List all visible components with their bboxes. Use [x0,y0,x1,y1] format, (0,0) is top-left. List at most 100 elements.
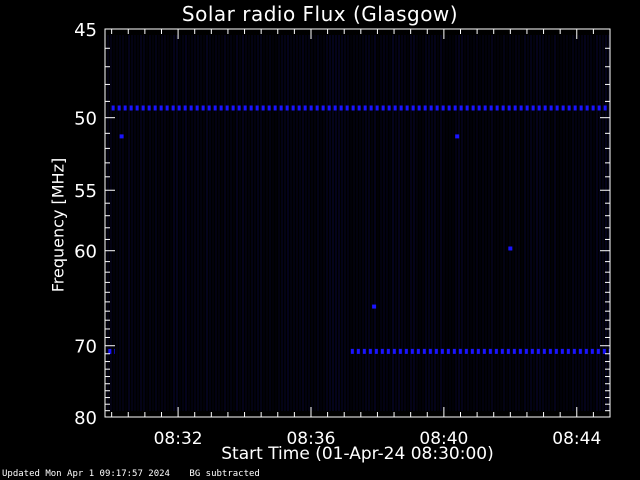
y-tick-label: 70 [74,337,97,358]
noise-column [506,35,508,411]
noise-column [575,35,577,411]
noise-column [344,35,346,411]
noise-column [305,35,307,411]
noise-column [443,35,445,411]
x-tick-label: 08:40 [419,429,468,449]
noise-column [503,35,505,411]
noise-column [134,35,136,411]
y-tick-label: 55 [74,181,97,202]
noise-column [383,35,385,411]
noise-column [521,35,523,411]
noise-column [206,35,208,411]
noise-column [299,35,301,411]
noise-column [389,35,391,411]
noise-column [368,35,370,411]
noise-column [488,35,490,411]
noise-column [128,35,130,411]
noise-column [332,35,334,411]
noise-column [362,35,364,411]
noise-column [428,35,430,411]
noise-column [578,35,580,411]
noise-column [407,35,409,411]
noise-column [518,35,520,411]
noise-column [248,35,250,411]
noise-column [266,35,268,411]
noise-column [239,35,241,411]
noise-column [539,35,541,411]
noise-column [422,35,424,411]
noise-column [458,35,460,411]
noise-column [536,35,538,411]
noise-column [110,35,112,411]
noise-column [530,35,532,411]
noise-column [317,35,319,411]
noise-column [113,35,115,411]
noise-column [146,35,148,411]
noise-column [404,35,406,411]
noise-column [257,35,259,411]
noise-column [209,35,211,411]
noise-column [200,35,202,411]
noise-column [461,35,463,411]
noise-column [548,35,550,411]
noise-column [308,35,310,411]
noise-column [347,35,349,411]
noise-column [176,35,178,411]
noise-column [437,35,439,411]
noise-column [434,35,436,411]
noise-column [572,35,574,411]
noise-column [473,35,475,411]
noise-column [320,35,322,411]
updated-timestamp: Updated Mon Apr 1 09:17:57 2024 [2,469,170,479]
noise-column [170,35,172,411]
noise-column [386,35,388,411]
noise-column [272,35,274,411]
noise-column [590,35,592,411]
noise-column [566,35,568,411]
noise-column [563,35,565,411]
noise-column [467,35,469,411]
noise-column [161,35,163,411]
noise-column [524,35,526,411]
noise-column [143,35,145,411]
noise-column [500,35,502,411]
noise-column [527,35,529,411]
noise-column [275,35,277,411]
bright-spot [455,134,460,139]
noise-column [149,35,151,411]
noise-column [485,35,487,411]
noise-column [551,35,553,411]
noise-column [341,35,343,411]
y-tick-label: 45 [74,20,97,41]
noise-column [419,35,421,411]
noise-column [302,35,304,411]
noise-column [323,35,325,411]
noise-column [269,35,271,411]
bright-spot [119,134,124,139]
noise-column [356,35,358,411]
noise-column [593,35,595,411]
noise-column [440,35,442,411]
noise-column [560,35,562,411]
noise-column [377,35,379,411]
noise-column [476,35,478,411]
noise-column [416,35,418,411]
noise-column [152,35,154,411]
noise-column [245,35,247,411]
x-axis-label: Start Time (01-Apr-24 08:30:00) [221,444,494,464]
noise-column [350,35,352,411]
noise-column [107,35,109,411]
noise-column [359,35,361,411]
noise-column [374,35,376,411]
noise-column [287,35,289,411]
noise-column [188,35,190,411]
noise-column [497,35,499,411]
noise-column [449,35,451,411]
noise-column [218,35,220,411]
noise-column [557,35,559,411]
noise-column [392,35,394,411]
y-tick-label: 80 [74,408,97,429]
noise-column [278,35,280,411]
noise-column [326,35,328,411]
noise-column [494,35,496,411]
